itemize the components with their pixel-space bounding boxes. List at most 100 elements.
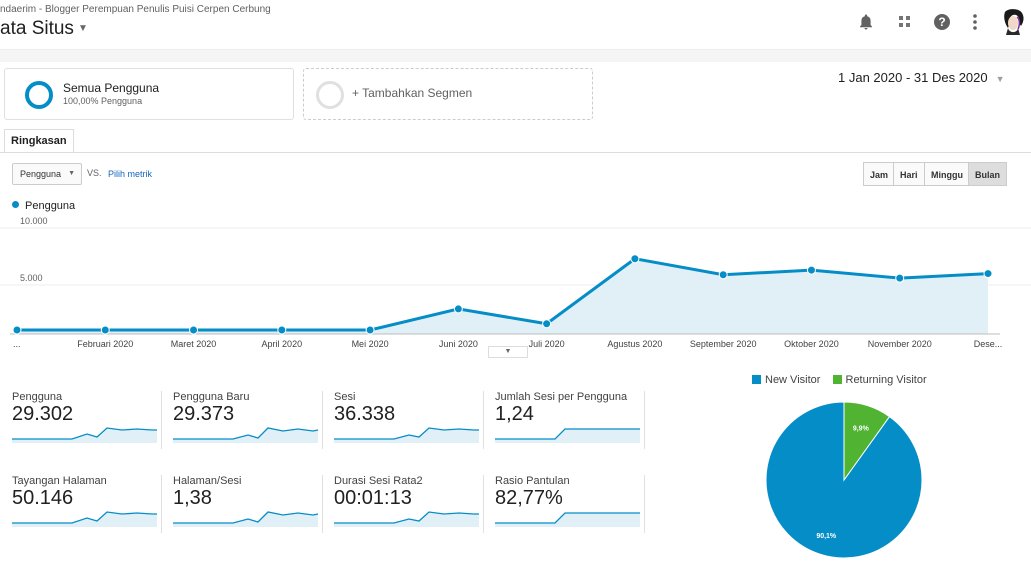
x-tick-label: Maret 2020 bbox=[171, 339, 217, 349]
data-point[interactable] bbox=[630, 254, 640, 264]
sparkline-line bbox=[173, 427, 319, 440]
x-tick-label: Mei 2020 bbox=[352, 339, 389, 349]
tab-divider bbox=[0, 152, 1031, 153]
sparkline bbox=[334, 511, 479, 527]
pie-slice-label: 90,1% bbox=[816, 533, 837, 540]
apps-grid-icon[interactable] bbox=[894, 11, 916, 33]
pie-legend: New Visitor Returning Visitor bbox=[752, 374, 927, 386]
data-point[interactable] bbox=[277, 325, 287, 335]
scorecard[interactable]: Rasio Pantulan 82,77% bbox=[495, 475, 645, 533]
data-point[interactable] bbox=[718, 270, 728, 280]
data-point[interactable] bbox=[100, 325, 110, 335]
date-range-picker[interactable]: 1 Jan 2020 - 31 Des 2020 ▼ bbox=[838, 70, 1005, 85]
pick-metric-link[interactable]: Pilih metrik bbox=[108, 169, 153, 179]
scorecard-label: Halaman/Sesi bbox=[173, 475, 242, 487]
more-vert-icon[interactable] bbox=[964, 11, 986, 33]
scorecard-label: Tayangan Halaman bbox=[12, 475, 107, 487]
data-point[interactable] bbox=[983, 269, 993, 279]
scorecard-label: Pengguna Baru bbox=[173, 391, 250, 403]
sparkline bbox=[12, 511, 157, 527]
data-point[interactable] bbox=[12, 325, 22, 335]
pie-legend-new: New Visitor bbox=[765, 374, 821, 386]
help-icon[interactable]: ? bbox=[931, 11, 953, 33]
scorecard[interactable]: Jumlah Sesi per Pengguna 1,24 bbox=[495, 391, 645, 449]
segment-circle-icon bbox=[25, 81, 53, 109]
add-segment-button[interactable]: + Tambahkan Segmen bbox=[303, 68, 593, 120]
metric-dropdown[interactable]: Pengguna ▼ bbox=[12, 163, 82, 185]
pie-slice-returning-visitor[interactable] bbox=[843, 401, 891, 482]
property-breadcrumb[interactable]: ndaerim - Blogger Perempuan Penulis Puis… bbox=[0, 4, 271, 15]
scorecard-label: Durasi Sesi Rata2 bbox=[334, 475, 423, 487]
sparkline-fill bbox=[495, 513, 640, 527]
scorecard-label: Sesi bbox=[334, 391, 356, 403]
granularity-day-button[interactable]: Hari bbox=[893, 162, 925, 186]
data-point[interactable] bbox=[365, 325, 375, 335]
sparkline-line bbox=[173, 511, 319, 524]
svg-text:?: ? bbox=[938, 15, 945, 29]
x-tick-label: Agustus 2020 bbox=[607, 339, 662, 349]
header-divider bbox=[0, 50, 1031, 62]
pie-slice-label: 9,9% bbox=[853, 426, 870, 433]
metric-dropdown-value: Pengguna bbox=[20, 169, 62, 179]
bell-icon[interactable] bbox=[855, 11, 877, 33]
scorecard[interactable]: Sesi 36.338 bbox=[334, 391, 484, 449]
segment-all-users[interactable]: Semua Pengguna 100,00% Pengguna bbox=[4, 68, 294, 120]
data-point[interactable] bbox=[895, 273, 905, 283]
sparkline bbox=[495, 428, 640, 443]
x-tick-label: ... bbox=[13, 339, 21, 349]
sparkline bbox=[12, 427, 157, 443]
empty-segment-circle-icon bbox=[316, 81, 344, 109]
series-dot-icon bbox=[12, 201, 19, 208]
add-segment-label: + Tambahkan Segmen bbox=[352, 86, 473, 100]
scorecard[interactable]: Tayangan Halaman 50.146 bbox=[12, 475, 162, 533]
sparkline bbox=[495, 512, 640, 527]
chevron-down-icon: ▼ bbox=[995, 74, 1005, 84]
scorecard-value: 50.146 bbox=[12, 487, 74, 509]
y-tick-label: 5.000 bbox=[20, 273, 43, 283]
data-point[interactable] bbox=[453, 304, 463, 314]
sparkline-line bbox=[495, 512, 640, 524]
granularity-week-button[interactable]: Minggu bbox=[924, 162, 970, 186]
avatar[interactable] bbox=[999, 8, 1027, 36]
granularity-month-button[interactable]: Bulan bbox=[968, 162, 1008, 186]
sparkline-line bbox=[12, 427, 157, 440]
sparkline-line bbox=[12, 511, 157, 524]
data-point[interactable] bbox=[806, 265, 816, 275]
x-tick-label: September 2020 bbox=[690, 339, 757, 349]
data-point[interactable] bbox=[542, 319, 552, 329]
scorecard[interactable]: Pengguna Baru 29.373 bbox=[173, 391, 323, 449]
y-tick-label: 10.000 bbox=[20, 216, 48, 226]
sparkline-line bbox=[334, 511, 479, 524]
scorecard[interactable]: Durasi Sesi Rata2 00:01:13 bbox=[334, 475, 484, 533]
scorecard[interactable]: Halaman/Sesi 1,38 bbox=[173, 475, 323, 533]
scorecard-label: Rasio Pantulan bbox=[495, 475, 570, 487]
tab-overview[interactable]: Ringkasan bbox=[4, 129, 74, 153]
x-tick-label: Februari 2020 bbox=[77, 339, 133, 349]
chart-range-handle[interactable]: ▼ bbox=[488, 346, 528, 358]
scorecard-value: 36.338 bbox=[334, 403, 396, 425]
page-title-text: ata Situs bbox=[0, 18, 74, 39]
x-tick-label: Juni 2020 bbox=[439, 339, 478, 349]
scorecard-value: 29.373 bbox=[173, 403, 235, 425]
segment-subtitle: 100,00% Pengguna bbox=[63, 96, 143, 106]
sparkline-line bbox=[495, 428, 640, 440]
x-tick-label: Dese... bbox=[974, 339, 1003, 349]
chevron-down-icon: ▼ bbox=[77, 23, 88, 35]
data-point[interactable] bbox=[189, 325, 199, 335]
visitor-pie-chart[interactable]: 90,1% 9,9% bbox=[764, 400, 924, 560]
users-line-chart[interactable]: 10.000 5.000... Februari 2020 Maret 2020 Apr… bbox=[0, 215, 1031, 355]
sparkline bbox=[173, 427, 319, 443]
granularity-hour-button[interactable]: Jam bbox=[863, 162, 896, 186]
scorecard-label: Jumlah Sesi per Pengguna bbox=[495, 391, 628, 403]
x-tick-label: Oktober 2020 bbox=[784, 339, 839, 349]
scorecard[interactable]: Pengguna 29.302 bbox=[12, 391, 162, 449]
sparkline-fill bbox=[495, 429, 640, 443]
scorecard-value: 29.302 bbox=[12, 403, 74, 425]
chart-legend: Pengguna bbox=[12, 200, 75, 212]
sparkline bbox=[334, 427, 479, 443]
page-title[interactable]: ata Situs ▼ bbox=[0, 18, 88, 40]
x-tick-label: Juli 2020 bbox=[529, 339, 565, 349]
series-area bbox=[17, 258, 988, 334]
scorecard-value: 00:01:13 bbox=[334, 487, 412, 509]
scorecard-value: 1,24 bbox=[495, 403, 534, 425]
